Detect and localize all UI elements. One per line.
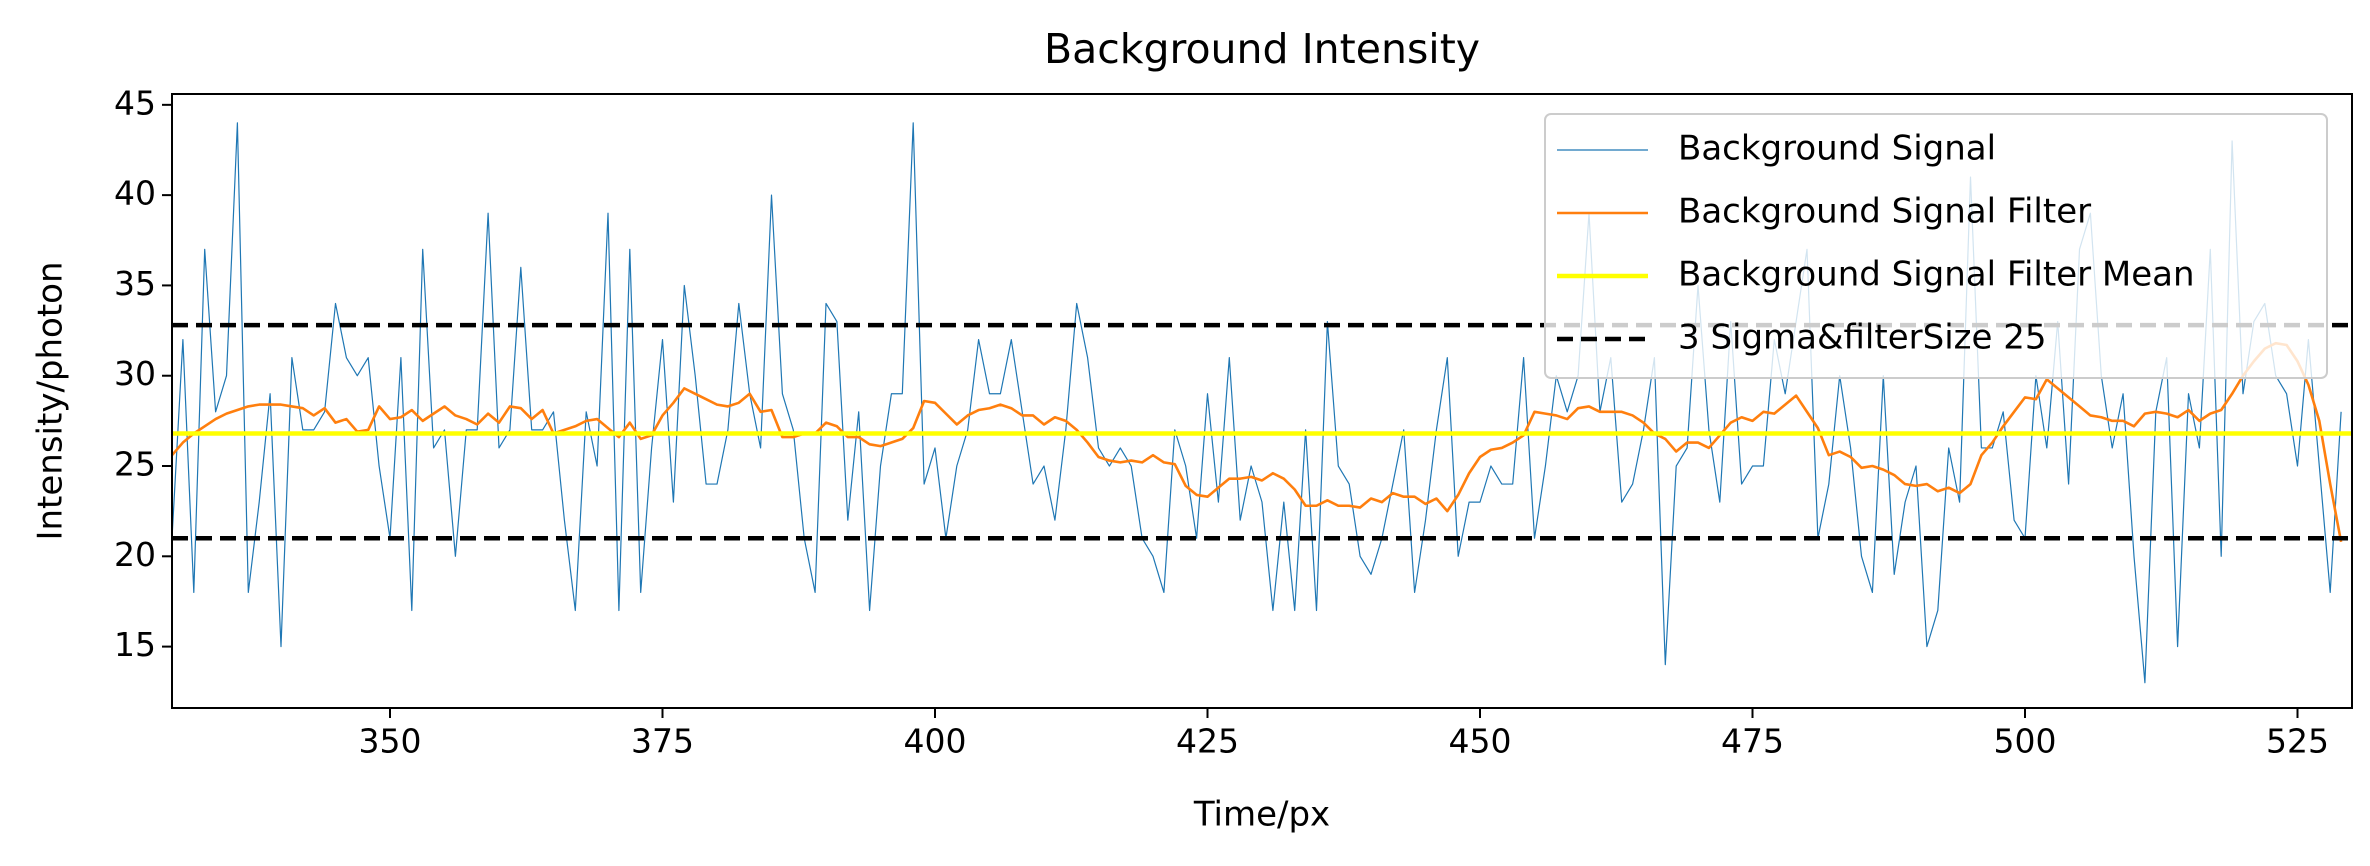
- y-axis-label: Intensity/photon: [31, 261, 71, 540]
- legend: Background Signal Background Signal Filte…: [1544, 113, 2328, 379]
- x-tick-label: 475: [1721, 722, 1784, 761]
- y-tick-label: 45: [114, 83, 156, 122]
- y-tick-label: 20: [114, 535, 156, 574]
- x-tick-label: 400: [904, 722, 967, 761]
- x-tick-label: 500: [1994, 722, 2057, 761]
- y-tick-label: 25: [114, 445, 156, 484]
- y-tick-label: 35: [114, 264, 156, 303]
- x-tick-label: 525: [2266, 722, 2329, 761]
- series-line: [172, 122, 2342, 684]
- plot-area: [172, 122, 2352, 684]
- legend-label: Background Signal Filter: [1678, 192, 2091, 232]
- x-tick-label: 375: [631, 722, 694, 761]
- y-tick-label: 40: [114, 174, 156, 213]
- axes-frame: [171, 93, 2353, 709]
- legend-label: Background Signal Filter Mean: [1678, 255, 2195, 295]
- legend-label: 3 Sigma&filterSize 25: [1678, 318, 2046, 358]
- legend-label: Background Signal: [1678, 129, 1996, 169]
- x-tick-label: 450: [1449, 722, 1512, 761]
- y-tick-label: 30: [114, 354, 156, 393]
- series-line: [172, 341, 2343, 543]
- x-axis-label: Time/px: [1193, 795, 1330, 835]
- x-tick-label: 350: [359, 722, 422, 761]
- legend-box: [1544, 113, 2328, 379]
- x-tick-label: 425: [1176, 722, 1239, 761]
- chart-title: Background Intensity: [1044, 25, 1480, 73]
- y-tick-label: 15: [114, 625, 156, 664]
